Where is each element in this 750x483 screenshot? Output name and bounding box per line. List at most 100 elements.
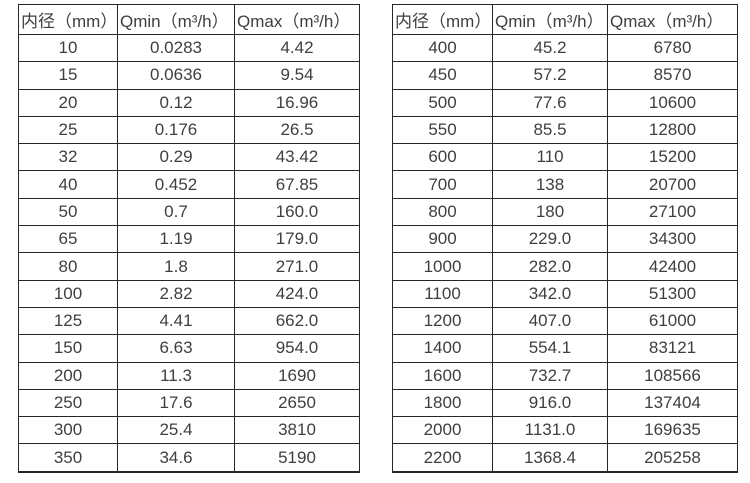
table-row: 900 229.0 34300 (392, 225, 738, 254)
table-row: 1100 342.0 51300 (392, 279, 738, 308)
table-row: 50 0.7 160.0 (18, 197, 360, 227)
column-header: Qmin（m³/h） (492, 4, 608, 35)
cell: 51300 (607, 279, 738, 308)
cell: 1100 (392, 279, 493, 308)
cell: 100 (18, 279, 118, 308)
cell: 350 (18, 443, 118, 473)
cell: 342.0 (492, 279, 608, 308)
cell: 77.6 (492, 88, 608, 117)
cell: 500 (392, 88, 493, 117)
table-row: 350 34.6 5190 (18, 443, 360, 473)
cell: 26.5 (234, 115, 360, 145)
table-row: 1800 916.0 137404 (392, 388, 738, 418)
cell: 8570 (607, 61, 738, 90)
table-row: 200 11.3 1690 (18, 361, 360, 390)
cell: 2000 (392, 416, 493, 445)
cell: 6.63 (117, 334, 235, 363)
cell: 150 (18, 334, 118, 363)
cell: 80 (18, 252, 118, 281)
header-row: 内径（mm） Qmin（m³/h） Qmax（m³/h） (392, 4, 738, 35)
cell: 1800 (392, 388, 493, 418)
cell: 108566 (607, 361, 738, 390)
cell: 0.452 (117, 170, 235, 199)
cell: 57.2 (492, 61, 608, 90)
table-row: 10 0.0283 4.42 (18, 33, 360, 63)
table-row: 20 0.12 16.96 (18, 88, 360, 117)
cell: 400 (392, 33, 493, 63)
cell: 1131.0 (492, 416, 608, 445)
cell: 0.12 (117, 88, 235, 117)
cell: 0.0636 (117, 61, 235, 90)
cell: 32 (18, 143, 118, 172)
cell: 271.0 (234, 252, 360, 281)
cell: 125 (18, 306, 118, 336)
table-row: 1000 282.0 42400 (392, 252, 738, 281)
cell: 61000 (607, 306, 738, 336)
cell: 450 (392, 61, 493, 90)
cell: 700 (392, 170, 493, 199)
cell: 169635 (607, 416, 738, 445)
cell: 15 (18, 61, 118, 90)
cell: 34300 (607, 225, 738, 254)
cell: 179.0 (234, 225, 360, 254)
table-row: 600 110 15200 (392, 143, 738, 172)
cell: 2200 (392, 443, 493, 473)
cell: 205258 (607, 443, 738, 473)
cell: 1.8 (117, 252, 235, 281)
cell: 954.0 (234, 334, 360, 363)
cell: 662.0 (234, 306, 360, 336)
cell: 2650 (234, 388, 360, 418)
cell: 1368.4 (492, 443, 608, 473)
cell: 407.0 (492, 306, 608, 336)
cell: 138 (492, 170, 608, 199)
cell: 17.6 (117, 388, 235, 418)
cell: 3810 (234, 416, 360, 445)
cell: 34.6 (117, 443, 235, 473)
table-row: 125 4.41 662.0 (18, 306, 360, 336)
cell: 916.0 (492, 388, 608, 418)
cell: 424.0 (234, 279, 360, 308)
cell: 229.0 (492, 225, 608, 254)
cell: 900 (392, 225, 493, 254)
cell: 11.3 (117, 361, 235, 390)
cell: 67.85 (234, 170, 360, 199)
column-header: Qmin（m³/h） (117, 4, 235, 35)
table-row: 25 0.176 26.5 (18, 115, 360, 145)
cell: 1600 (392, 361, 493, 390)
cell: 50 (18, 197, 118, 227)
cell: 85.5 (492, 115, 608, 145)
table-row: 250 17.6 2650 (18, 388, 360, 418)
table-row: 300 25.4 3810 (18, 416, 360, 445)
column-header: Qmax（m³/h） (234, 4, 360, 35)
cell: 16.96 (234, 88, 360, 117)
cell: 250 (18, 388, 118, 418)
header-row: 内径（mm） Qmin（m³/h） Qmax（m³/h） (18, 4, 360, 35)
cell: 1690 (234, 361, 360, 390)
table-row: 700 138 20700 (392, 170, 738, 199)
table-row: 550 85.5 12800 (392, 115, 738, 145)
cell: 1.19 (117, 225, 235, 254)
cell: 4.41 (117, 306, 235, 336)
cell: 110 (492, 143, 608, 172)
table-row: 100 2.82 424.0 (18, 279, 360, 308)
cell: 600 (392, 143, 493, 172)
table-row: 450 57.2 8570 (392, 61, 738, 90)
cell: 550 (392, 115, 493, 145)
cell: 180 (492, 197, 608, 227)
cell: 160.0 (234, 197, 360, 227)
column-header: 内径（mm） (18, 4, 118, 35)
flow-table-small-diameters: 内径（mm） Qmin（m³/h） Qmax（m³/h） 10 0.0283 4.42 1… (18, 4, 360, 473)
table-row: 800 180 27100 (392, 197, 738, 227)
cell: 43.42 (234, 143, 360, 172)
cell: 200 (18, 361, 118, 390)
cell: 1000 (392, 252, 493, 281)
table-row: 80 1.8 271.0 (18, 252, 360, 281)
cell: 10 (18, 33, 118, 63)
table-row: 40 0.452 67.85 (18, 170, 360, 199)
cell: 45.2 (492, 33, 608, 63)
cell: 0.176 (117, 115, 235, 145)
cell: 300 (18, 416, 118, 445)
cell: 800 (392, 197, 493, 227)
cell: 42400 (607, 252, 738, 281)
